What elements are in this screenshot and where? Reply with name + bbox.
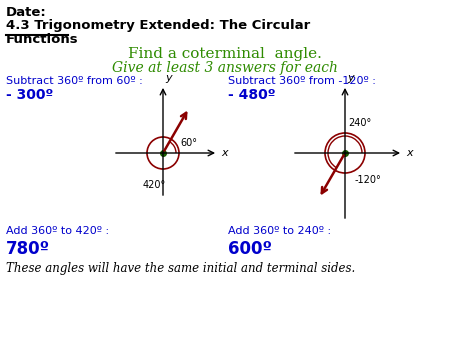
Text: 600º: 600º: [228, 240, 272, 258]
Text: x: x: [406, 148, 413, 158]
Text: - 480º: - 480º: [228, 88, 275, 102]
Text: 4.3 Trigonometry Extended: The Circular: 4.3 Trigonometry Extended: The Circular: [6, 19, 310, 32]
Text: Date:: Date:: [6, 6, 47, 19]
Text: Subtract 360º from 60º :: Subtract 360º from 60º :: [6, 76, 143, 86]
Text: 780º: 780º: [6, 240, 50, 258]
Text: y: y: [347, 73, 354, 83]
Text: Functions: Functions: [6, 33, 79, 46]
Text: 240°: 240°: [348, 118, 371, 128]
Text: x: x: [221, 148, 228, 158]
Text: Add 360º to 240º :: Add 360º to 240º :: [228, 226, 331, 236]
Text: Give at least 3 answers for each: Give at least 3 answers for each: [112, 61, 338, 75]
Text: 60°: 60°: [180, 138, 197, 148]
Text: These angles will have the same initial and terminal sides.: These angles will have the same initial …: [6, 262, 355, 275]
Text: - 300º: - 300º: [6, 88, 53, 102]
Text: Subtract 360º from -120º :: Subtract 360º from -120º :: [228, 76, 376, 86]
Text: Add 360º to 420º :: Add 360º to 420º :: [6, 226, 109, 236]
Text: y: y: [165, 73, 171, 83]
Text: 420°: 420°: [143, 180, 166, 190]
Text: Find a coterminal  angle.: Find a coterminal angle.: [128, 47, 322, 61]
Text: -120°: -120°: [355, 175, 382, 185]
